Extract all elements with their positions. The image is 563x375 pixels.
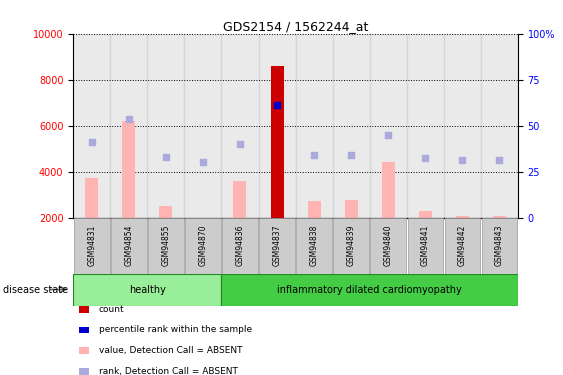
FancyBboxPatch shape: [296, 217, 332, 274]
Bar: [221, 34, 258, 218]
Bar: [382, 162, 395, 218]
FancyBboxPatch shape: [333, 217, 369, 274]
Point: [347, 153, 356, 159]
Text: GSM94839: GSM94839: [347, 225, 356, 266]
Text: GSM94854: GSM94854: [124, 225, 133, 266]
Point: [458, 157, 467, 163]
FancyBboxPatch shape: [148, 217, 184, 274]
Text: GSM94841: GSM94841: [421, 225, 430, 266]
FancyBboxPatch shape: [73, 274, 221, 306]
Point: [198, 159, 207, 165]
Bar: [258, 34, 296, 218]
Text: GSM94870: GSM94870: [198, 225, 207, 266]
Point: [124, 116, 133, 122]
Point: [384, 132, 393, 138]
Bar: [85, 178, 98, 218]
FancyBboxPatch shape: [445, 217, 480, 274]
Text: count: count: [99, 305, 124, 314]
Bar: [271, 66, 284, 218]
Bar: [444, 34, 481, 218]
Text: GSM94855: GSM94855: [162, 225, 171, 266]
Text: inflammatory dilated cardiomyopathy: inflammatory dilated cardiomyopathy: [278, 285, 462, 295]
Text: percentile rank within the sample: percentile rank within the sample: [99, 326, 252, 334]
Text: GSM94837: GSM94837: [272, 225, 282, 266]
Bar: [406, 34, 444, 218]
Bar: [159, 206, 172, 218]
Text: GSM94838: GSM94838: [310, 225, 319, 266]
Bar: [73, 34, 110, 218]
Bar: [481, 34, 518, 218]
Text: disease state: disease state: [3, 285, 68, 295]
Bar: [307, 201, 320, 217]
FancyBboxPatch shape: [259, 217, 295, 274]
Text: GSM94843: GSM94843: [495, 225, 504, 266]
Point: [162, 154, 171, 160]
Text: rank, Detection Call = ABSENT: rank, Detection Call = ABSENT: [99, 367, 238, 375]
Bar: [456, 216, 469, 217]
Bar: [370, 34, 406, 218]
Bar: [419, 211, 432, 218]
Bar: [122, 121, 135, 218]
Bar: [234, 181, 247, 218]
Point: [421, 155, 430, 161]
FancyBboxPatch shape: [222, 217, 258, 274]
Bar: [333, 34, 370, 218]
Text: GSM94831: GSM94831: [87, 225, 96, 266]
FancyBboxPatch shape: [370, 217, 406, 274]
FancyBboxPatch shape: [481, 217, 517, 274]
Bar: [185, 34, 221, 218]
Point: [87, 139, 96, 145]
FancyBboxPatch shape: [408, 217, 443, 274]
Text: GSM94842: GSM94842: [458, 225, 467, 266]
Bar: [196, 217, 209, 220]
Point: [235, 141, 244, 147]
Bar: [345, 200, 358, 217]
FancyBboxPatch shape: [221, 274, 518, 306]
Title: GDS2154 / 1562244_at: GDS2154 / 1562244_at: [223, 20, 368, 33]
Bar: [148, 34, 185, 218]
Text: GSM94836: GSM94836: [235, 225, 244, 266]
Bar: [296, 34, 333, 218]
Bar: [493, 216, 506, 217]
Text: GSM94840: GSM94840: [384, 225, 393, 266]
FancyBboxPatch shape: [74, 217, 110, 274]
Point: [495, 157, 504, 163]
Point: [272, 102, 282, 108]
Text: value, Detection Call = ABSENT: value, Detection Call = ABSENT: [99, 346, 242, 355]
FancyBboxPatch shape: [111, 217, 146, 274]
Point: [310, 153, 319, 159]
Bar: [110, 34, 148, 218]
FancyBboxPatch shape: [185, 217, 221, 274]
Text: healthy: healthy: [129, 285, 166, 295]
